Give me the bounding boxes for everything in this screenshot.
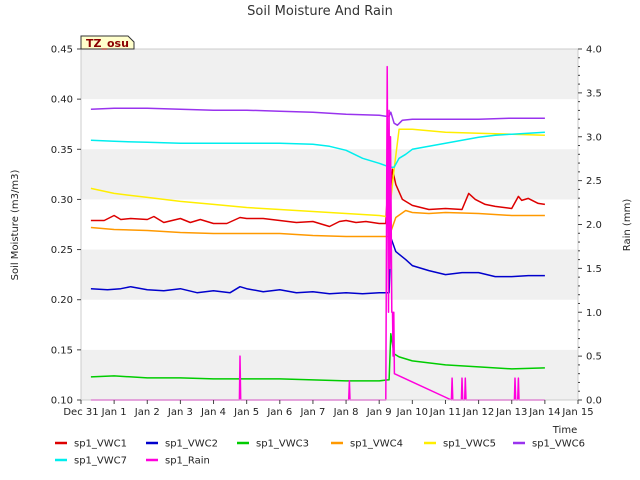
plot-background-bands [81,49,578,400]
grid-band [81,349,578,400]
y-axis-title: Soil Moisture (m3/m3) [10,170,21,281]
y2-tick-label: 3.5 [586,88,602,99]
series-line-sp1_VWC6 [90,107,545,126]
x-tick-label: Jan 12 [462,407,494,418]
plot-area [81,49,578,400]
y2-tick-label: 3.0 [586,132,602,143]
legend-item-sp1_VWC1: sp1_VWC1 [55,439,127,450]
legend-item-sp1_Rain: sp1_Rain [146,456,210,467]
grid-band [81,249,578,300]
y-axis-left: 0.10 0.15 0.20 0.25 0.30 0.35 0.40 0.45 [51,45,81,407]
legend-item-sp1_VWC5: sp1_VWC5 [424,439,496,450]
y-tick-label: 0.25 [51,245,73,256]
series-line-sp1_VWC4 [90,209,545,238]
series-line-sp1_VWC2 [90,236,545,295]
legend-item-sp1_VWC7: sp1_VWC7 [55,456,127,467]
legend-label: sp1_VWC3 [256,439,309,450]
y-tick-label: 0.15 [51,345,73,356]
series-line-sp1_VWC5 [90,128,545,218]
legend-label: sp1_Rain [165,456,210,467]
x-tick-label: Jan 1 [101,407,127,418]
x-tick-label: Jan 3 [167,407,193,418]
legend-label: sp1_VWC5 [443,439,496,450]
y2-tick-label: 0.0 [586,396,602,407]
x-tick-label: Jan 5 [233,407,259,418]
legend-item-sp1_VWC3: sp1_VWC3 [237,439,309,450]
y2-tick-label: 1.5 [586,264,602,275]
x-tick-label: Jan 10 [396,407,428,418]
x-tick-label: Jan 7 [299,407,325,418]
x-tick-label: Jan 14 [528,407,560,418]
legend-label: sp1_VWC6 [532,439,585,450]
series-line-sp1_VWC3 [90,333,545,382]
y-tick-label: 0.35 [51,145,73,156]
badge-label: TZ_osu [86,37,129,50]
y2-tick-label: 4.0 [586,45,602,56]
legend-item-sp1_VWC2: sp1_VWC2 [146,439,218,450]
legend-label: sp1_VWC7 [74,456,127,467]
legend-label: sp1_VWC1 [74,439,127,450]
x-tick-label: Jan 8 [333,407,359,418]
legend: sp1_VWC1 sp1_VWC2 sp1_VWC3 sp1_VWC4 sp1_VWC5… [55,439,585,467]
y-axis-right: 0.0 0.5 1.0 1.5 2.0 2.5 3.0 3.5 4.0 [578,45,602,407]
x-tick-label: Jan 15 [561,407,593,418]
x-tick-label: Jan 11 [429,407,461,418]
legend-item-sp1_VWC4: sp1_VWC4 [331,439,403,450]
x-tick-label: Jan 2 [134,407,160,418]
x-tick-label: Jan 6 [266,407,292,418]
y2-axis-title: Rain (mm) [622,199,633,252]
chart-title: Soil Moisture And Rain [247,4,393,19]
legend-label: sp1_VWC2 [165,439,218,450]
x-axis-title: Time [552,425,577,436]
site-badge: TZ_osu [80,35,135,50]
y-tick-label: 0.45 [51,45,73,56]
series-line-sp1_Rain [90,65,545,401]
grid-band [81,49,578,100]
series-layer [90,65,546,401]
badge-box [80,35,135,50]
y2-tick-label: 0.5 [586,352,602,363]
x-axis: Dec 31 Jan 1 Jan 2 Jan 3 Jan 4 Jan 5 Jan 6 Jan … [63,400,594,418]
grid-band [81,149,578,200]
y2-tick-label: 1.0 [586,308,602,319]
y2-tick-label: 2.0 [586,220,602,231]
x-tick-label: Jan 13 [495,407,527,418]
y2-tick-label: 2.5 [586,176,602,187]
x-tick-label: Jan 9 [366,407,392,418]
legend-item-sp1_VWC6: sp1_VWC6 [513,439,585,450]
y-tick-label: 0.40 [51,95,73,106]
x-tick-label: Jan 4 [200,407,226,418]
y-tick-label: 0.30 [51,195,73,206]
y-tick-label: 0.10 [51,396,73,407]
legend-label: sp1_VWC4 [350,439,403,450]
x-tick-label: Dec 31 [63,407,98,418]
y-tick-label: 0.20 [51,295,73,306]
series-line-sp1_VWC1 [90,158,546,228]
